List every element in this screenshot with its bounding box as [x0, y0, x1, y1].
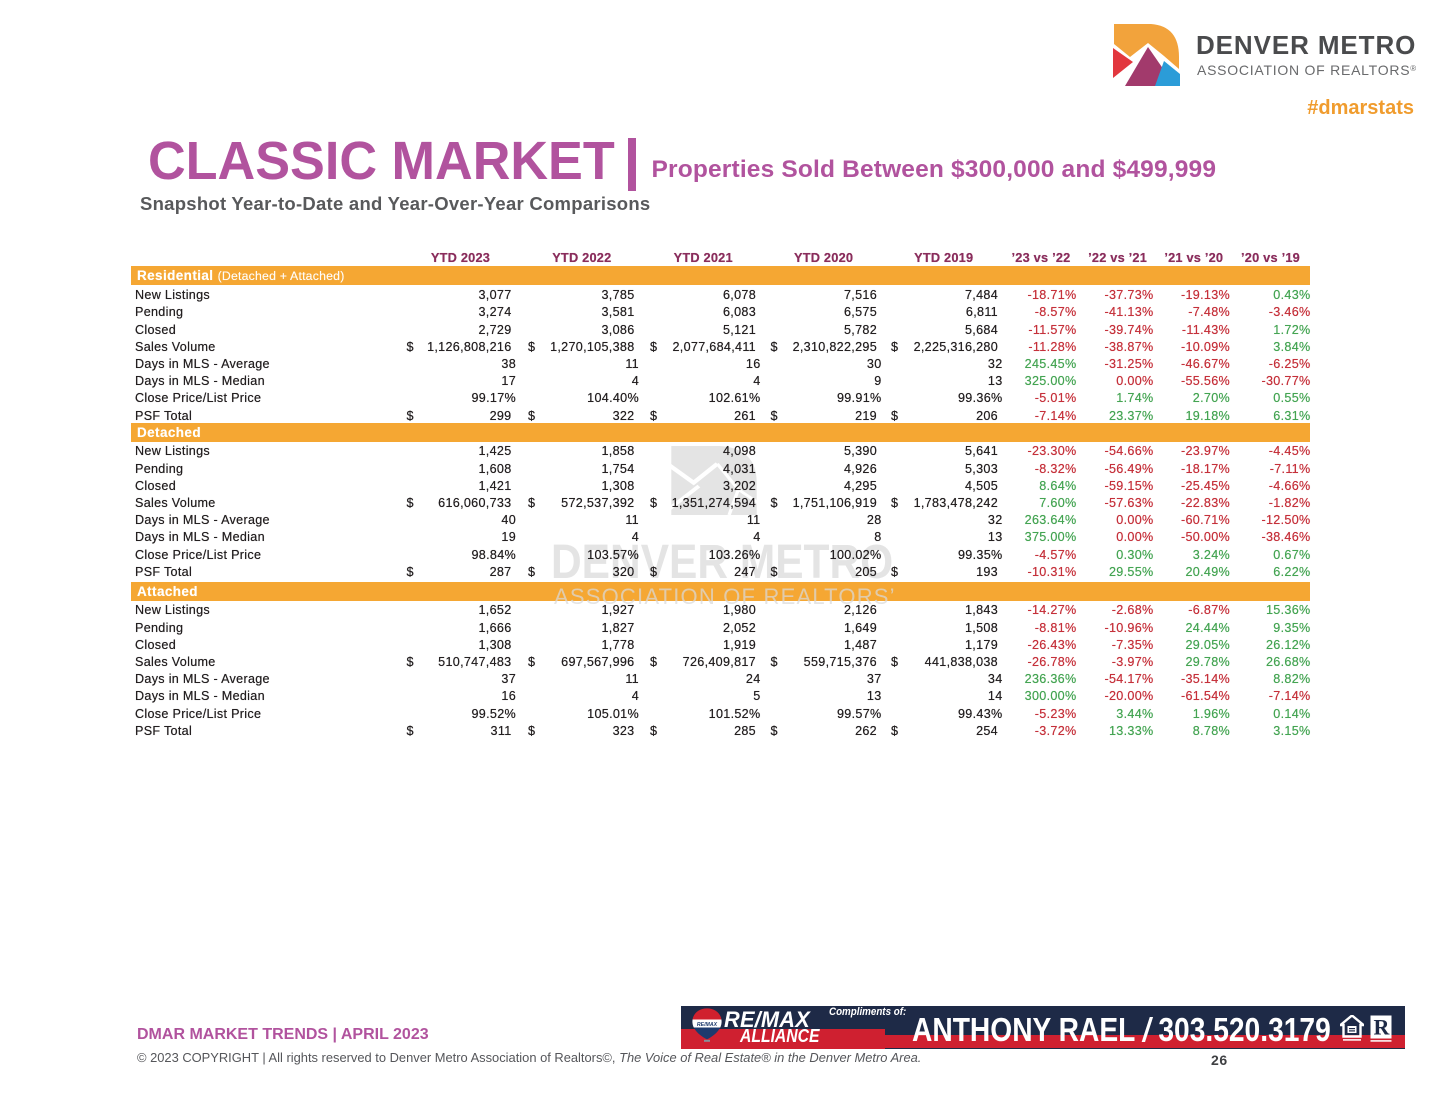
- svg-text:RE/MAX: RE/MAX: [697, 1022, 718, 1028]
- svg-text:R: R: [1374, 1015, 1391, 1040]
